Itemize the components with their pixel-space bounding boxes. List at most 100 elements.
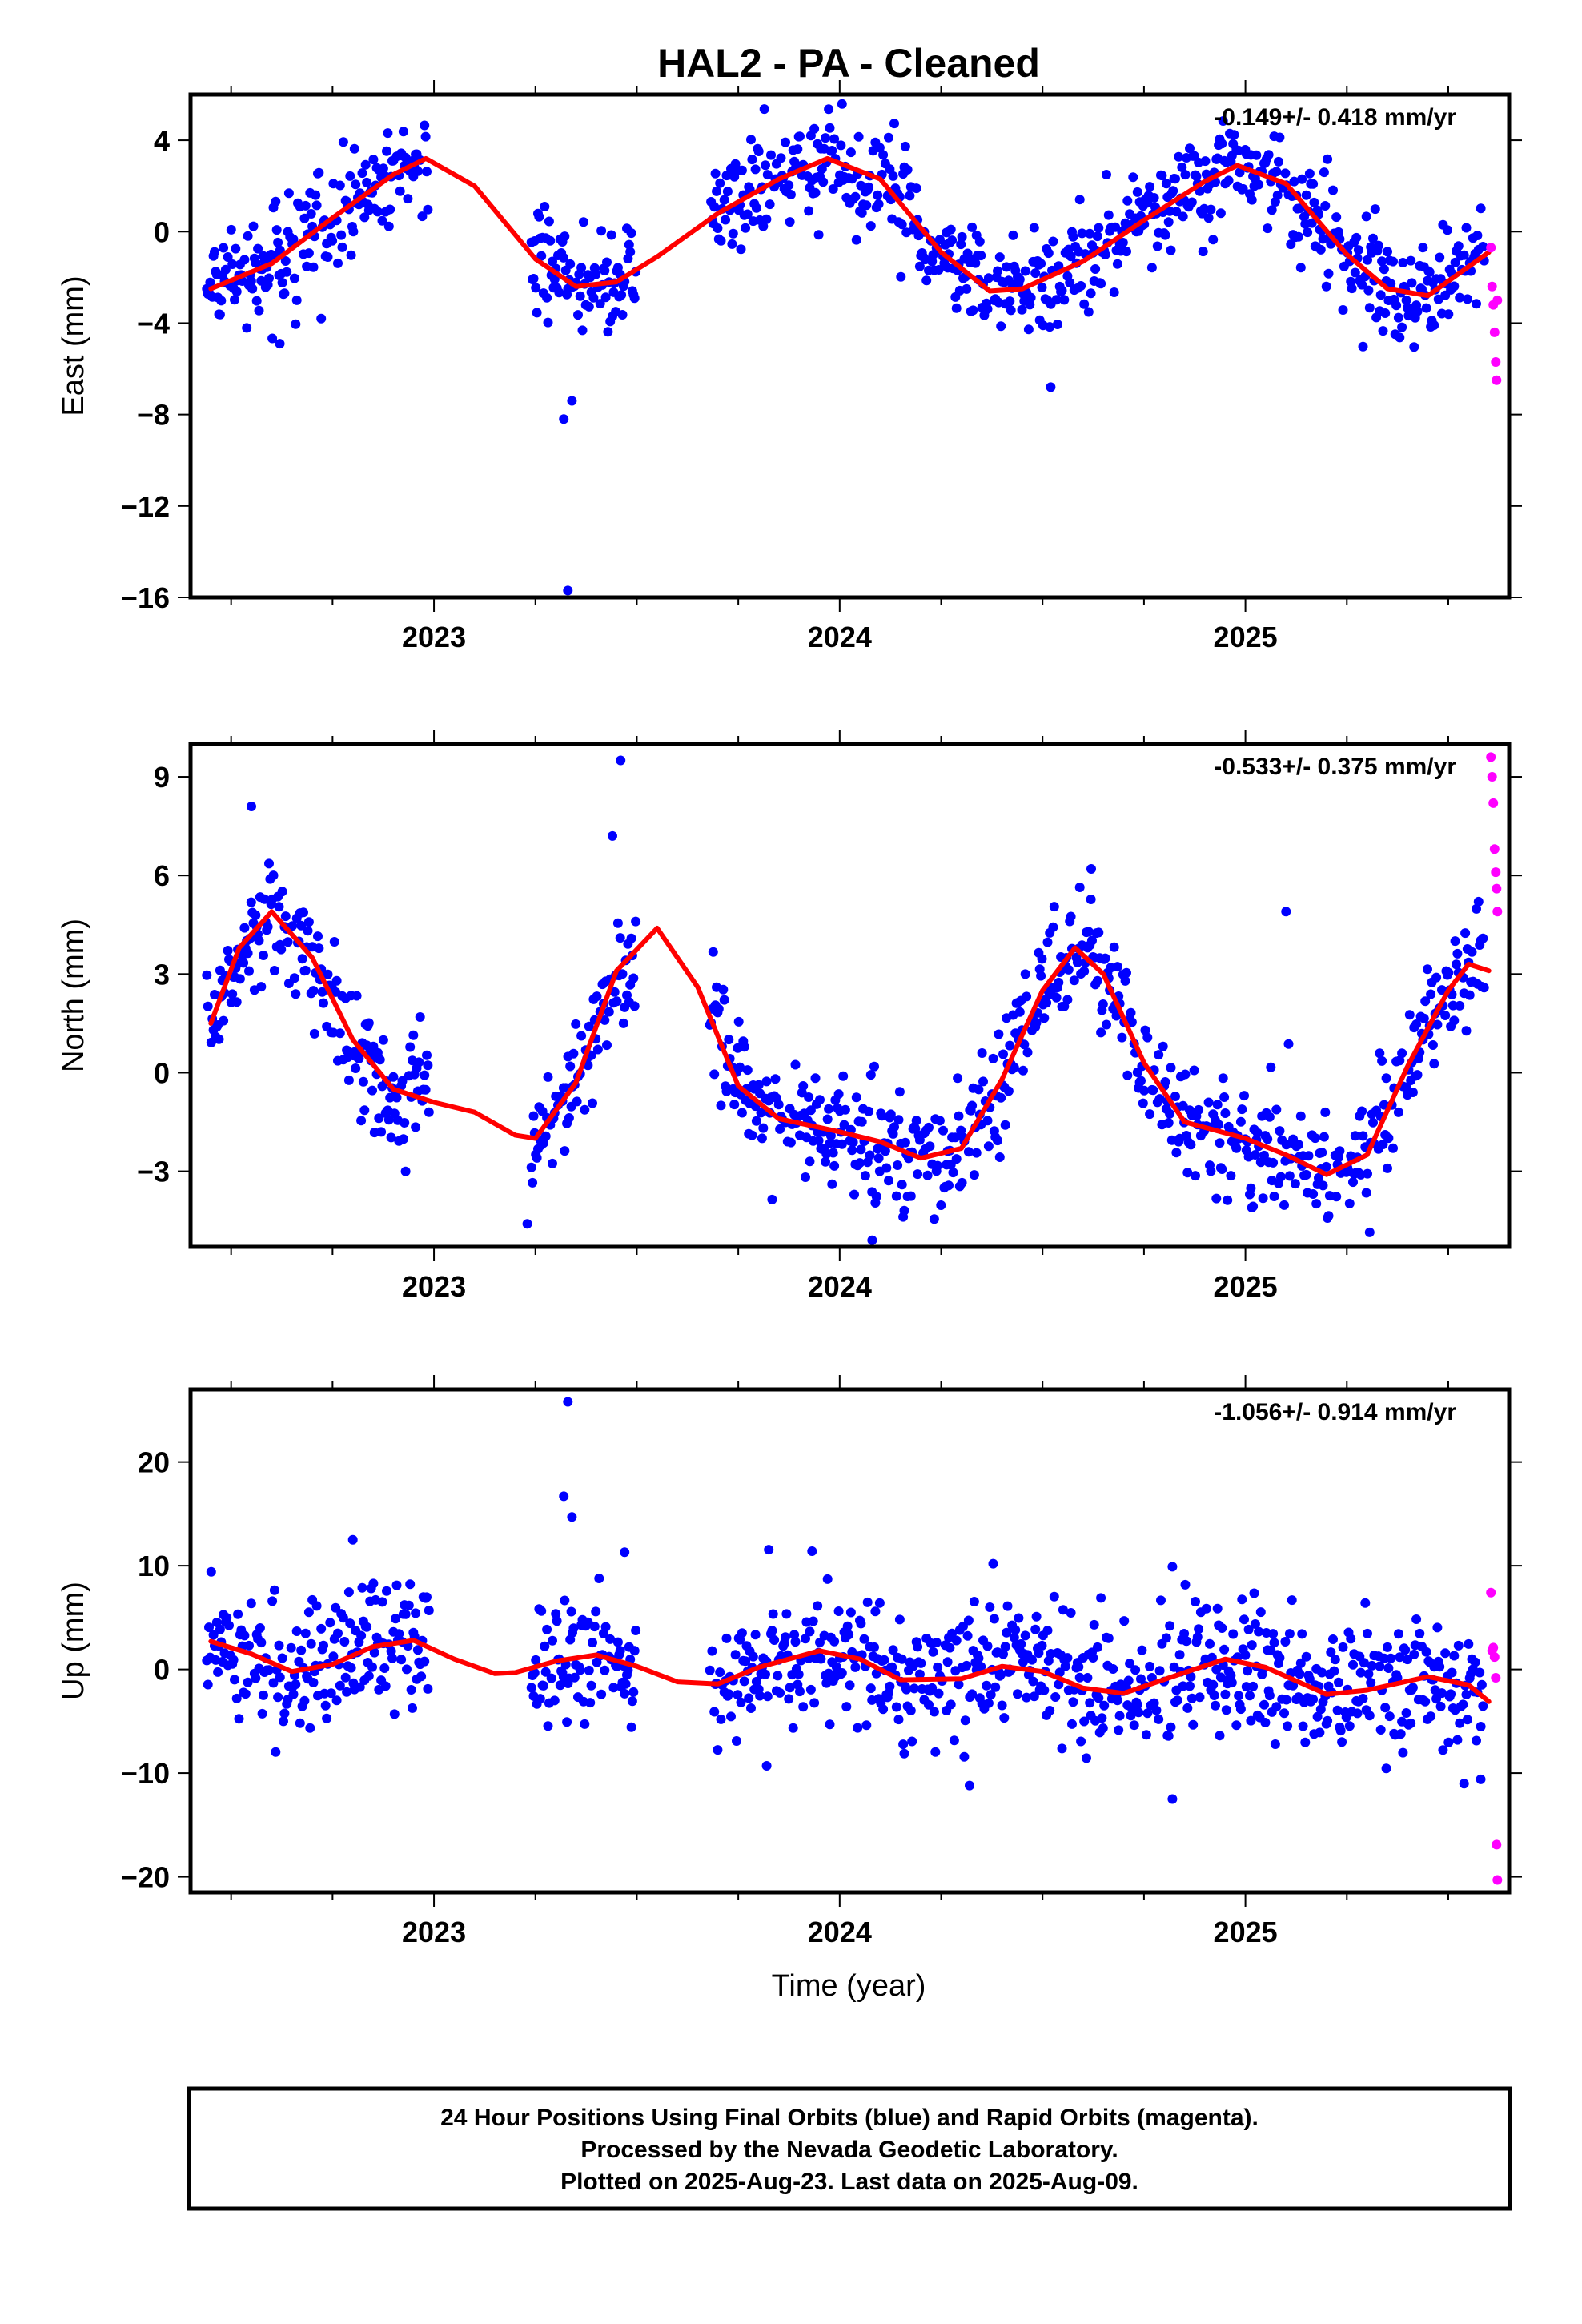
final-point xyxy=(801,1634,810,1644)
final-point xyxy=(737,1628,747,1638)
final-point xyxy=(565,259,576,269)
final-point xyxy=(742,209,753,219)
final-point xyxy=(996,321,1006,332)
rapid-point xyxy=(1486,243,1496,253)
final-point xyxy=(842,1621,853,1631)
final-point xyxy=(1005,296,1015,307)
final-point xyxy=(1031,1611,1042,1622)
final-point xyxy=(1170,1092,1180,1101)
final-point xyxy=(982,304,993,314)
final-point xyxy=(333,258,343,268)
final-point xyxy=(420,1656,430,1667)
final-point xyxy=(1149,1698,1159,1708)
final-point xyxy=(558,252,568,263)
final-point xyxy=(837,1139,847,1149)
final-point xyxy=(591,269,601,279)
final-point xyxy=(1319,1132,1329,1142)
final-point xyxy=(342,1687,352,1697)
final-point xyxy=(1319,167,1329,178)
final-point xyxy=(1328,1634,1338,1644)
final-point xyxy=(845,1607,856,1618)
final-point xyxy=(1006,305,1016,316)
y-axis-label: East (mm) xyxy=(57,275,90,416)
final-point xyxy=(784,1694,794,1704)
final-point xyxy=(1383,247,1392,257)
final-point xyxy=(1406,1718,1416,1728)
final-point xyxy=(308,262,319,272)
final-point xyxy=(319,1640,328,1651)
final-point xyxy=(395,186,405,196)
final-point xyxy=(721,1633,732,1643)
final-point xyxy=(713,1003,724,1014)
final-point xyxy=(296,920,307,931)
final-point-outlier xyxy=(275,339,285,349)
final-point xyxy=(1148,1085,1158,1096)
final-point xyxy=(857,207,867,218)
final-point xyxy=(889,1122,899,1132)
final-point xyxy=(1025,300,1035,310)
final-point xyxy=(986,1690,996,1700)
final-point xyxy=(317,987,327,997)
final-point xyxy=(1432,1622,1443,1633)
final-point xyxy=(600,1665,610,1675)
final-point xyxy=(762,170,773,180)
final-point xyxy=(251,910,261,920)
final-point xyxy=(1295,1658,1306,1668)
final-point xyxy=(880,1146,890,1156)
data-layer xyxy=(202,1397,1492,1804)
final-point xyxy=(1275,1653,1285,1663)
final-point xyxy=(532,1152,542,1163)
final-point xyxy=(997,1700,1007,1711)
final-point xyxy=(343,1587,354,1598)
final-point xyxy=(271,225,282,235)
final-point xyxy=(256,982,267,992)
final-point xyxy=(1198,247,1208,257)
final-point xyxy=(748,1651,758,1662)
final-point xyxy=(1054,261,1064,271)
final-point xyxy=(1211,1700,1220,1711)
final-point xyxy=(411,1122,421,1132)
final-point xyxy=(1348,1659,1358,1670)
final-point xyxy=(423,1060,433,1071)
final-point xyxy=(548,256,557,267)
final-point xyxy=(1361,1188,1371,1198)
final-point xyxy=(1368,1117,1378,1128)
final-point xyxy=(551,1609,561,1619)
final-point xyxy=(753,147,764,156)
final-point xyxy=(1323,154,1333,164)
final-point xyxy=(759,104,769,115)
y-tick-label: −20 xyxy=(121,1861,170,1894)
final-point xyxy=(996,1669,1006,1679)
final-point xyxy=(761,160,770,171)
final-point xyxy=(1287,1595,1297,1606)
final-point xyxy=(1431,972,1442,983)
final-point xyxy=(528,1177,538,1188)
final-point xyxy=(1464,990,1475,1000)
final-point xyxy=(849,1189,859,1200)
rapid-point xyxy=(1486,752,1496,762)
final-point xyxy=(1246,1183,1256,1193)
final-point xyxy=(1086,288,1096,299)
final-point xyxy=(818,177,829,187)
final-point xyxy=(412,1645,423,1655)
final-point xyxy=(874,143,885,153)
final-point xyxy=(223,946,233,955)
final-point xyxy=(385,204,396,215)
final-point xyxy=(1315,1727,1325,1738)
final-point xyxy=(967,222,978,232)
final-point xyxy=(1234,1691,1244,1701)
final-point xyxy=(770,1074,781,1084)
final-point xyxy=(1440,1011,1451,1020)
final-point xyxy=(291,319,301,329)
final-point xyxy=(346,1663,356,1673)
final-point xyxy=(865,221,876,231)
final-point xyxy=(950,1132,961,1143)
final-point xyxy=(351,991,362,1001)
final-point xyxy=(267,333,278,344)
final-point xyxy=(1126,1711,1136,1721)
final-point xyxy=(230,1675,239,1685)
final-point xyxy=(728,228,738,239)
final-point xyxy=(288,235,299,244)
final-point xyxy=(1363,1669,1374,1679)
final-point xyxy=(243,231,253,241)
